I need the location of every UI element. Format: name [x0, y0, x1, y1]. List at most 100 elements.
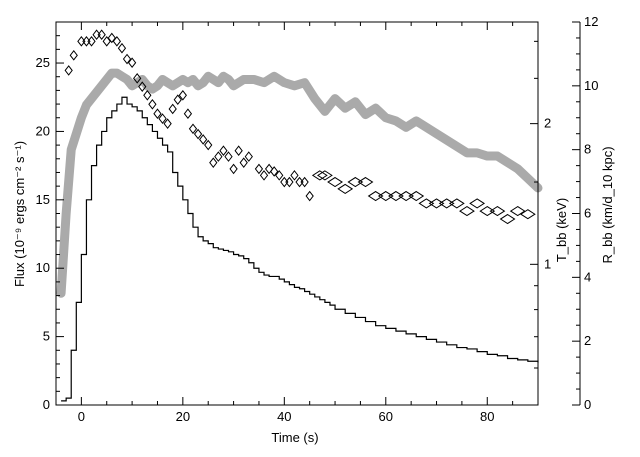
temperature-diamond [219, 145, 228, 157]
temperature-diamond [469, 198, 486, 209]
y-right-r-tick-label: 8 [584, 142, 591, 157]
y-left-tick-label: 15 [36, 192, 50, 207]
temperature-diamond [107, 32, 116, 44]
radius-band-layer [56, 68, 543, 298]
temperature-diamond [418, 198, 435, 209]
x-axis-label: Time (s) [271, 430, 318, 445]
temperature-diamond [479, 205, 496, 217]
temperature-diamond [97, 29, 106, 41]
y-left-axis-label: Flux (10⁻⁹ ergs cm⁻² s⁻¹) [12, 141, 27, 287]
temperature-diamond [87, 36, 96, 47]
x-tick-label: 60 [379, 409, 393, 424]
temperature-diamond [519, 209, 536, 220]
temperature-diamond [408, 190, 425, 202]
label-layer: Time (s) Flux (10⁻⁹ ergs cm⁻² s⁻¹) T_bb … [12, 141, 615, 445]
y-right-t-axis-label: T_bb (keV) [554, 198, 569, 262]
temperature-diamond [388, 190, 404, 202]
temperature-diamond [153, 108, 162, 120]
temperature-diamond [229, 163, 238, 175]
temperature-diamond [178, 89, 187, 101]
temperature-diamond-layer [64, 29, 536, 225]
temperature-diamond [337, 183, 354, 195]
temperature-diamond [77, 36, 86, 47]
temperature-diamond [448, 198, 465, 209]
y-right-t-tick-label: 2 [544, 116, 551, 131]
temperature-diamond [239, 157, 248, 168]
x-tick-label: 40 [277, 409, 291, 424]
temperature-diamond [499, 213, 516, 225]
temperature-diamond [377, 190, 394, 202]
temperature-diamond [188, 123, 198, 135]
y-left-tick-label: 5 [43, 329, 50, 344]
y-left-tick-label: 25 [36, 55, 50, 70]
y-right-r-tick-label: 12 [584, 14, 598, 29]
temperature-diamond [285, 176, 294, 188]
temperature-diamond [143, 89, 152, 101]
temperature-diamond [459, 205, 475, 217]
temperature-diamond [64, 65, 73, 76]
temperature-diamond [209, 157, 218, 168]
temperature-diamond [275, 170, 284, 181]
radius-band [56, 68, 543, 298]
temperature-diamond [347, 176, 364, 188]
y-right-r-axis-label: R_bb (km/d_10 kpc) [600, 146, 615, 263]
temperature-diamond [193, 128, 203, 140]
temperature-diamond [138, 81, 147, 92]
temperature-diamond [264, 163, 274, 175]
temperature-diamond [357, 176, 374, 188]
temperature-diamond [122, 53, 132, 65]
y-right-r-tick-label: 6 [584, 206, 591, 221]
temperature-diamond [163, 118, 172, 129]
temperature-diamond [254, 163, 264, 175]
temperature-diamond [148, 98, 157, 110]
temperature-diamond [428, 198, 445, 209]
y-left-tick-label: 0 [43, 397, 50, 412]
y-right-r-tick-label: 2 [584, 333, 591, 348]
temperature-diamond [398, 190, 415, 202]
temperature-diamond [295, 176, 304, 188]
temperature-diamond [173, 94, 182, 106]
y-left-tick-label: 20 [36, 123, 50, 138]
temperature-diamond [300, 176, 309, 188]
flux-layer [61, 96, 539, 402]
temperature-diamond [117, 42, 127, 54]
temperature-diamond [290, 170, 299, 181]
x-tick-label: 20 [176, 409, 190, 424]
temperature-diamond [311, 170, 328, 181]
temperature-diamond [199, 134, 208, 145]
temperature-diamond [127, 57, 137, 69]
y-right-r-tick-label: 4 [584, 269, 591, 284]
temperature-diamond [234, 145, 243, 157]
temperature-diamond [158, 113, 167, 124]
y-left-tick-label: 10 [36, 260, 50, 275]
temperature-diamond [270, 166, 279, 177]
x-tick-label: 80 [480, 409, 494, 424]
temperature-diamond [102, 36, 111, 47]
temperature-diamond [168, 103, 177, 115]
temperature-diamond [489, 205, 506, 217]
temperature-diamond [280, 176, 289, 188]
temperature-diamond [133, 73, 142, 84]
temperature-diamond [259, 170, 269, 181]
temperature-diamond [224, 151, 233, 162]
y-right-r-tick-label: 10 [584, 78, 598, 93]
temperature-diamond [509, 205, 526, 217]
temperature-diamond [244, 151, 253, 162]
temperature-diamond [112, 36, 122, 47]
temperature-diamond [438, 198, 455, 209]
temperature-diamond [69, 50, 78, 61]
temperature-diamond [92, 29, 101, 41]
temperature-diamond [327, 176, 343, 188]
temperature-diamond [305, 190, 314, 202]
temperature-diamond [82, 36, 91, 47]
x-tick-label: 0 [78, 409, 85, 424]
temperature-diamond [316, 170, 333, 181]
temperature-diamond [183, 108, 193, 120]
temperature-diamond [204, 139, 213, 151]
temperature-diamond [214, 151, 223, 162]
temperature-diamond [367, 190, 384, 202]
y-right-t-tick-label: 1 [544, 256, 551, 271]
flux-step-line [61, 96, 539, 402]
